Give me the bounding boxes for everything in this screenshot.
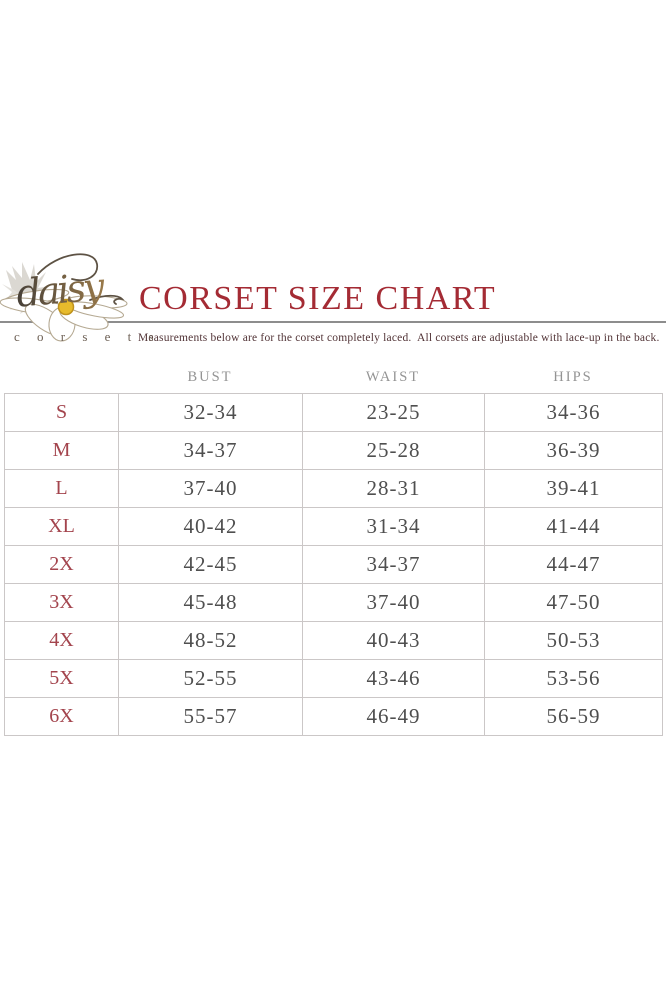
waist-cell: 46-49 bbox=[303, 698, 485, 736]
brand-wordmark: c o r s e t s bbox=[14, 329, 161, 344]
leaf-shape bbox=[6, 262, 50, 296]
waist-cell: 28-31 bbox=[303, 470, 485, 508]
size-cell: M bbox=[5, 432, 119, 470]
size-cell: S bbox=[5, 394, 119, 432]
hips-cell: 53-56 bbox=[485, 660, 663, 698]
bust-cell: 34-37 bbox=[119, 432, 303, 470]
table-row: 4X 48-52 40-43 50-53 bbox=[5, 622, 663, 660]
size-cell: 2X bbox=[5, 546, 119, 584]
bust-cell: 55-57 bbox=[119, 698, 303, 736]
hips-cell: 39-41 bbox=[485, 470, 663, 508]
size-cell: 4X bbox=[5, 622, 119, 660]
bust-column-header: BUST bbox=[187, 368, 233, 385]
page-title: CORSET SIZE CHART bbox=[139, 280, 497, 317]
flower-center bbox=[57, 298, 75, 316]
hips-cell: 56-59 bbox=[485, 698, 663, 736]
header-divider bbox=[0, 321, 666, 323]
size-cell: XL bbox=[5, 508, 119, 546]
hips-column-header: HIPS bbox=[553, 368, 593, 385]
table-row: 3X 45-48 37-40 47-50 bbox=[5, 584, 663, 622]
hips-cell: 44-47 bbox=[485, 546, 663, 584]
size-cell: L bbox=[5, 470, 119, 508]
hips-cell: 47-50 bbox=[485, 584, 663, 622]
hips-cell: 41-44 bbox=[485, 508, 663, 546]
bust-cell: 48-52 bbox=[119, 622, 303, 660]
waist-cell: 31-34 bbox=[303, 508, 485, 546]
table-row: M 34-37 25-28 36-39 bbox=[5, 432, 663, 470]
bust-cell: 32-34 bbox=[119, 394, 303, 432]
bust-cell: 37-40 bbox=[119, 470, 303, 508]
table-row: 2X 42-45 34-37 44-47 bbox=[5, 546, 663, 584]
waist-cell: 23-25 bbox=[303, 394, 485, 432]
brand-script: daisy bbox=[15, 264, 107, 316]
table-row: 5X 52-55 43-46 53-56 bbox=[5, 660, 663, 698]
size-column-header bbox=[4, 362, 118, 392]
table-row: 6X 55-57 46-49 56-59 bbox=[5, 698, 663, 736]
hips-cell: 34-36 bbox=[485, 394, 663, 432]
table-row: XL 40-42 31-34 41-44 bbox=[5, 508, 663, 546]
size-cell: 3X bbox=[5, 584, 119, 622]
daisy-flower-icon: daisy bbox=[0, 253, 128, 342]
waist-cell: 25-28 bbox=[303, 432, 485, 470]
waist-cell: 43-46 bbox=[303, 660, 485, 698]
bust-cell: 45-48 bbox=[119, 584, 303, 622]
table-column-headers: BUST WAIST HIPS bbox=[4, 362, 662, 392]
page-subtitle: Measurements below are for the corset co… bbox=[138, 332, 660, 344]
size-cell: 6X bbox=[5, 698, 119, 736]
hips-cell: 50-53 bbox=[485, 622, 663, 660]
size-table-body: S 32-34 23-25 34-36 M 34-37 25-28 36-39 L 37-40 28… bbox=[4, 393, 663, 736]
bust-cell: 40-42 bbox=[119, 508, 303, 546]
hips-cell: 36-39 bbox=[485, 432, 663, 470]
waist-column-header: WAIST bbox=[365, 368, 421, 385]
bust-cell: 52-55 bbox=[119, 660, 303, 698]
waist-cell: 40-43 bbox=[303, 622, 485, 660]
table-row: S 32-34 23-25 34-36 bbox=[5, 394, 663, 432]
waist-cell: 34-37 bbox=[303, 546, 485, 584]
bust-cell: 42-45 bbox=[119, 546, 303, 584]
waist-cell: 37-40 bbox=[303, 584, 485, 622]
table-row: L 37-40 28-31 39-41 bbox=[5, 470, 663, 508]
size-cell: 5X bbox=[5, 660, 119, 698]
